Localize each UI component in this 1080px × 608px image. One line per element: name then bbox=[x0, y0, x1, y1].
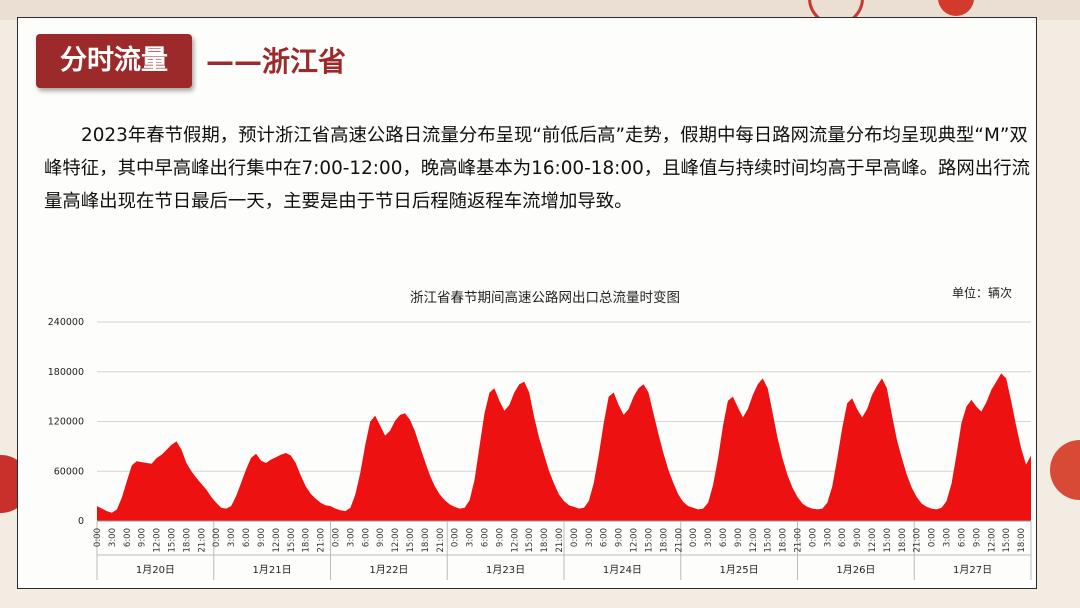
x-tick-label: 3:00 bbox=[704, 528, 714, 547]
x-tick-label: 3:00 bbox=[346, 528, 356, 547]
x-tick-label: 0:00 bbox=[808, 528, 818, 547]
x-tick-label: 21:00 bbox=[317, 528, 327, 553]
day-label: 1月22日 bbox=[369, 564, 408, 576]
x-tick-label: 18:00 bbox=[421, 528, 431, 553]
section-subtitle: ——浙江省 bbox=[206, 45, 347, 78]
x-tick-label: 0:00 bbox=[451, 528, 461, 547]
day-label: 1月24日 bbox=[603, 564, 642, 576]
x-tick-label: 15:00 bbox=[406, 528, 416, 553]
x-tick-label: 18:00 bbox=[302, 528, 312, 553]
y-axis: 0 60000 120000 180000 240000 bbox=[48, 317, 84, 527]
x-tick-label: 18:00 bbox=[1017, 528, 1027, 553]
x-tick-label: 21:00 bbox=[794, 528, 804, 553]
x-tick-label: 15:00 bbox=[1002, 528, 1012, 553]
traffic-area-series bbox=[97, 373, 1031, 521]
x-tick-label: 12:00 bbox=[987, 528, 997, 553]
x-tick-label: 18:00 bbox=[779, 528, 789, 553]
x-tick-label: 3:00 bbox=[108, 528, 118, 547]
x-tick-label: 18:00 bbox=[898, 528, 908, 553]
x-tick-label: 9:00 bbox=[257, 528, 267, 547]
x-tick-label: 18:00 bbox=[182, 528, 192, 553]
x-tick-label: 9:00 bbox=[376, 528, 386, 547]
x-tick-label: 12:00 bbox=[749, 528, 759, 553]
x-tick-label: 0:00 bbox=[212, 528, 222, 547]
x-tick-label: 3:00 bbox=[823, 528, 833, 547]
x-tick-label: 9:00 bbox=[972, 528, 982, 547]
summary-paragraph: 2023年春节假期，预计浙江省高速公路日流量分布呈现“前低后高”走势，假期中每日… bbox=[44, 125, 1030, 212]
x-tick-label: 0:00 bbox=[689, 528, 699, 547]
x-tick-label: 15:00 bbox=[525, 528, 535, 553]
x-tick-label: 21:00 bbox=[913, 528, 923, 553]
x-axis: 0:00 3:00 6:00 9:00 12:00 15:00 18:00 21:00 1月20… bbox=[93, 520, 1032, 580]
x-tick-label: 12:00 bbox=[153, 528, 163, 553]
x-tick-label: 12:00 bbox=[272, 528, 282, 553]
x-tick-label: 3:00 bbox=[227, 528, 237, 547]
x-tick-label: 12:00 bbox=[868, 528, 878, 553]
x-tick-label: 3:00 bbox=[466, 528, 476, 547]
x-tick-label: 21:00 bbox=[555, 528, 565, 553]
day-label: 1月27日 bbox=[953, 564, 992, 576]
x-tick-label: 15:00 bbox=[168, 528, 178, 553]
y-tick-label: 120000 bbox=[48, 417, 84, 428]
x-tick-label: 6:00 bbox=[242, 528, 252, 547]
x-tick-label: 6:00 bbox=[838, 528, 848, 547]
x-tick-label: 3:00 bbox=[585, 528, 595, 547]
x-tick-label: 18:00 bbox=[659, 528, 669, 553]
day-label: 1月20日 bbox=[136, 564, 175, 576]
x-tick-label: 0:00 bbox=[928, 528, 938, 547]
section-badge: 分时流量 bbox=[36, 34, 192, 88]
x-tick-label: 0:00 bbox=[332, 528, 342, 547]
x-tick-label: 15:00 bbox=[883, 528, 893, 553]
x-tick-label: 9:00 bbox=[495, 528, 505, 547]
x-tick-label: 21:00 bbox=[436, 528, 446, 553]
x-tick-label: 0:00 bbox=[570, 528, 580, 547]
y-tick-label: 60000 bbox=[54, 466, 84, 477]
day-label: 1月25日 bbox=[720, 564, 759, 576]
x-tick-label: 12:00 bbox=[630, 528, 640, 553]
y-tick-label: 180000 bbox=[48, 367, 84, 378]
x-tick-label: 9:00 bbox=[615, 528, 625, 547]
x-tick-label: 9:00 bbox=[138, 528, 148, 547]
y-tick-label: 0 bbox=[78, 516, 84, 527]
x-tick-label: 15:00 bbox=[764, 528, 774, 553]
x-tick-label: 15:00 bbox=[645, 528, 655, 553]
unit-label: 单位：辆次 bbox=[952, 285, 1012, 300]
day-label: 1月23日 bbox=[486, 564, 525, 576]
x-tick-label: 21:00 bbox=[674, 528, 684, 553]
x-tick-label: 6:00 bbox=[600, 528, 610, 547]
x-tick-label: 12:00 bbox=[391, 528, 401, 553]
x-tick-label: 15:00 bbox=[287, 528, 297, 553]
day-label: 1月21日 bbox=[253, 564, 292, 576]
x-tick-label: 12:00 bbox=[510, 528, 520, 553]
x-tick-label: 9:00 bbox=[853, 528, 863, 547]
chart-title: 浙江省春节期间高速公路网出口总流量时变图 bbox=[410, 289, 680, 306]
day-label: 1月26日 bbox=[836, 564, 875, 576]
x-tick-label: 21:00 bbox=[197, 528, 207, 553]
y-tick-label: 240000 bbox=[48, 317, 84, 328]
x-tick-label: 18:00 bbox=[540, 528, 550, 553]
x-tick-label: 6:00 bbox=[361, 528, 371, 547]
x-tick-label: 6:00 bbox=[481, 528, 491, 547]
x-tick-label: 6:00 bbox=[957, 528, 967, 547]
x-tick-label: 9:00 bbox=[734, 528, 744, 547]
decorative-lantern-icon bbox=[938, 0, 974, 16]
x-tick-label: 0:00 bbox=[93, 528, 103, 547]
x-tick-label: 6:00 bbox=[719, 528, 729, 547]
x-tick-label: 3:00 bbox=[943, 528, 953, 547]
x-tick-label: 6:00 bbox=[123, 528, 133, 547]
